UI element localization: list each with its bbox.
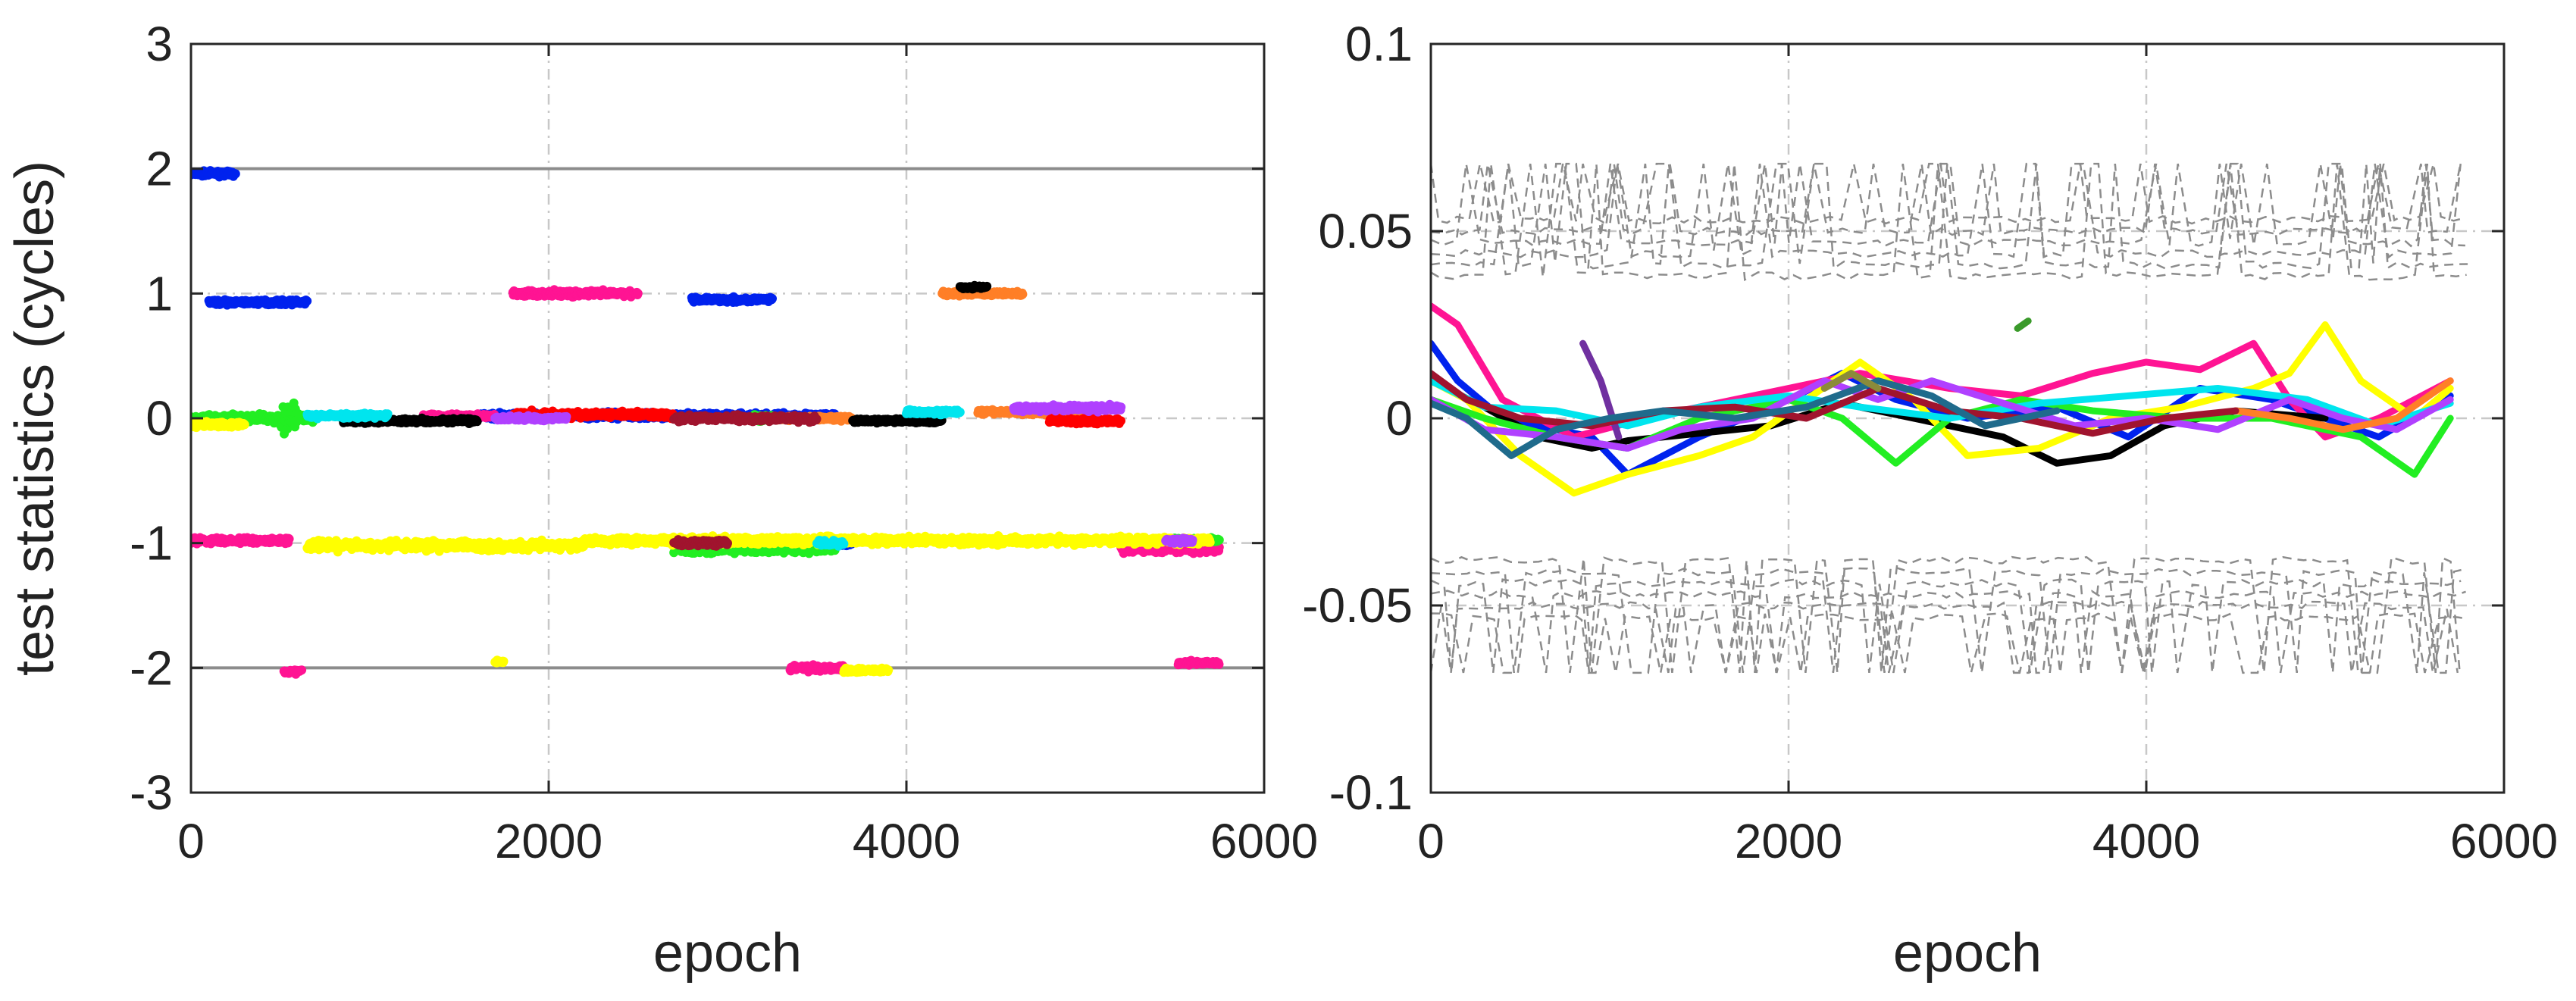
left-point-black (982, 281, 992, 291)
left-point-magenta (633, 289, 643, 299)
left-point-blue (302, 296, 312, 306)
left-point-magenta (284, 534, 294, 544)
left-point-black (472, 417, 482, 427)
left-point-magenta (297, 665, 307, 675)
left-point-green (1214, 535, 1224, 545)
left-series-blue (191, 166, 857, 551)
left-point-magenta (1214, 659, 1224, 669)
left-series-magenta (191, 285, 1224, 679)
left-data (191, 166, 1224, 679)
left-point-blue (768, 294, 777, 303)
left-point-blue (230, 169, 240, 179)
left-point-green (293, 408, 303, 418)
left-point-orange (1018, 289, 1028, 299)
